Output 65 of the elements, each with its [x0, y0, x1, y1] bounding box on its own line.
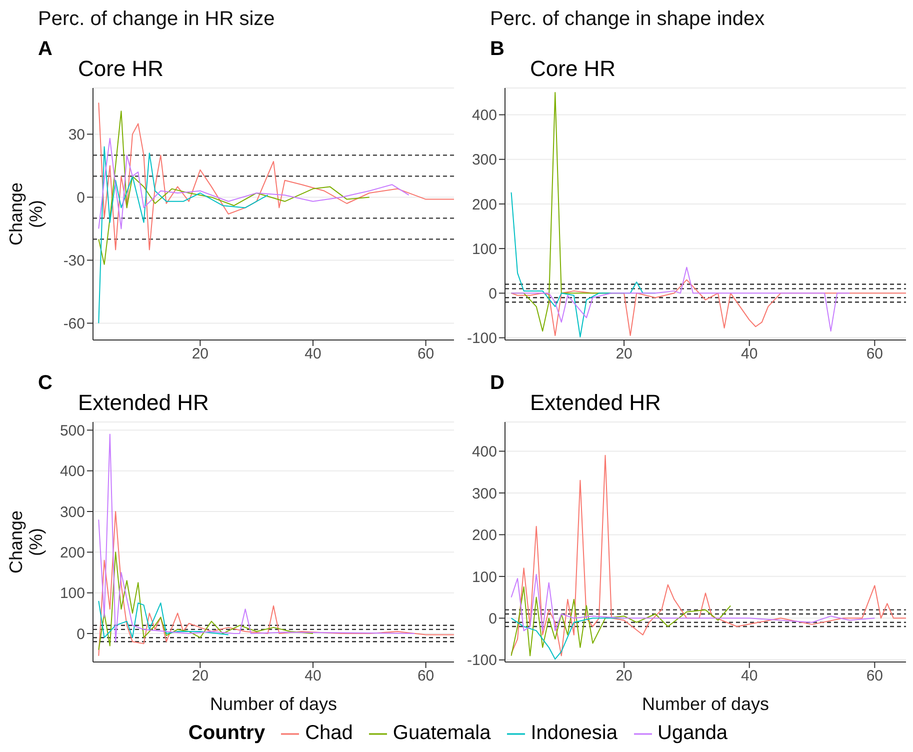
x-tick-label: 20: [616, 346, 632, 363]
y-tick-label: -30: [63, 252, 85, 270]
x-axis-title: Number of days: [210, 694, 338, 714]
x-tick-label: 60: [417, 346, 434, 363]
y-tick-label: 200: [472, 527, 497, 544]
x-axis-title: Number of days: [642, 694, 770, 714]
chart-title: Extended HR: [530, 390, 661, 416]
chart-title: Extended HR: [78, 390, 209, 416]
y-tick-label: 100: [60, 585, 85, 602]
y-tick-label: 400: [472, 107, 497, 124]
legend-label: Indonesia: [530, 722, 618, 745]
line-series: [98, 552, 314, 650]
y-tick-label: 0: [76, 626, 85, 643]
legend-title: Country: [188, 722, 266, 745]
chart-subtitle: Perc. of change in HR size: [37, 8, 276, 32]
y-tick-label: 0: [488, 610, 497, 628]
line-series: [510, 266, 850, 332]
line-series: [510, 454, 906, 656]
y-tick-label: 400: [472, 444, 497, 461]
legend-label: Uganda: [658, 722, 728, 745]
text: A: [37, 38, 54, 61]
x-tick-label: 20: [192, 668, 209, 685]
legend-label: Guatemala: [392, 722, 491, 745]
y-axis-title: Change (%): [6, 182, 46, 246]
chart-title: Core HR: [530, 56, 616, 82]
y-tick-label: 300: [60, 504, 85, 521]
legend-label: Chad: [305, 722, 353, 745]
y-tick-label: 300: [472, 152, 497, 169]
x-tick-label: 40: [304, 346, 322, 363]
line-series: [98, 102, 454, 250]
y-tick-label: 100: [472, 568, 497, 586]
line-series: [510, 586, 732, 656]
y-tick-label: 400: [60, 463, 85, 480]
y-tick-label: 200: [60, 544, 85, 562]
line-series: [98, 434, 416, 642]
y-axis-title: Change (%): [6, 510, 46, 574]
line-series: [98, 600, 229, 638]
line-series: [98, 146, 268, 324]
x-tick-label: 40: [304, 668, 322, 685]
y-tick-label: 0: [488, 285, 497, 302]
y-tick-label: 500: [60, 422, 85, 440]
x-tick-label: 40: [741, 668, 758, 685]
chart-subtitle: Perc. of change in shape index: [489, 8, 766, 32]
line-series: [98, 110, 370, 265]
y-tick-label: -60: [63, 316, 85, 333]
y-tick-label: 200: [472, 196, 497, 214]
line-series: [98, 510, 454, 656]
x-tick-label: 20: [616, 668, 632, 685]
x-tick-label: 40: [741, 346, 758, 363]
y-tick-label: 30: [68, 126, 85, 144]
y-tick-label: 300: [472, 485, 497, 502]
y-tick-label: 0: [76, 190, 85, 207]
text: C: [37, 372, 54, 395]
x-tick-label: 20: [192, 346, 209, 363]
x-tick-label: 60: [866, 346, 884, 363]
y-tick-label: 100: [472, 240, 497, 258]
y-tick-label: -100: [466, 652, 497, 670]
line-series: [510, 574, 876, 632]
chart-title: Core HR: [78, 56, 164, 82]
text: D: [489, 372, 506, 395]
line-series: [98, 138, 410, 230]
x-tick-label: 60: [417, 668, 434, 685]
y-tick-label: -100: [466, 330, 497, 348]
text: B: [489, 38, 506, 61]
x-tick-label: 60: [866, 668, 884, 685]
